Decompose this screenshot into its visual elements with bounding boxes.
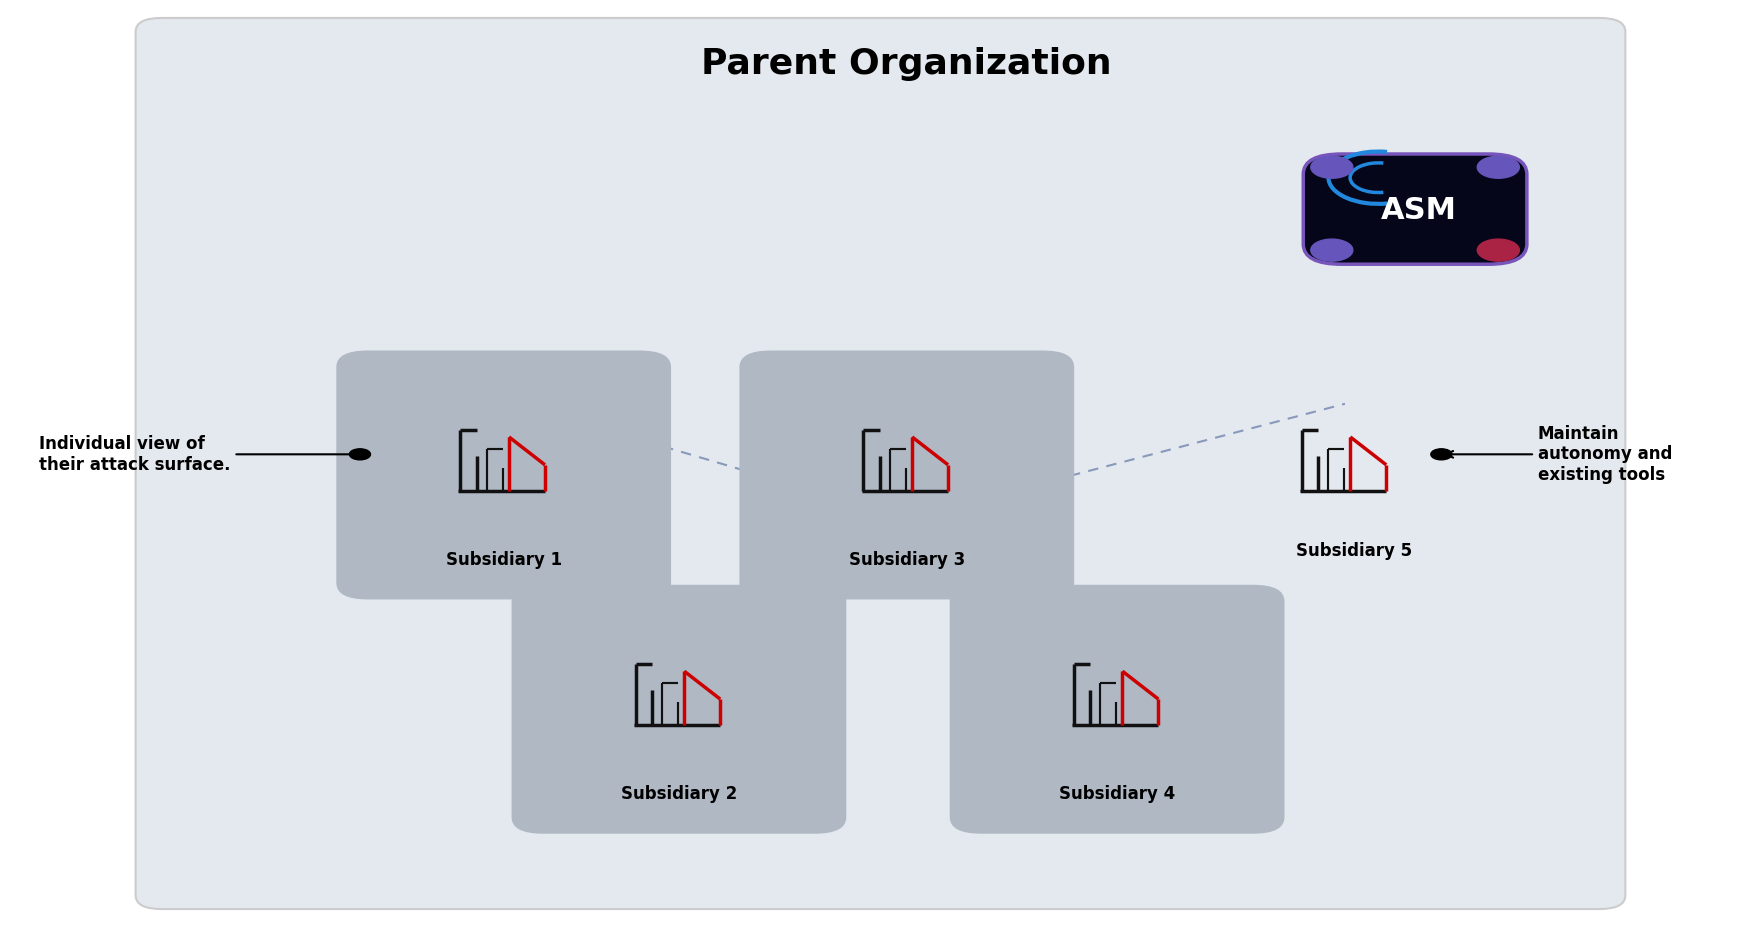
Circle shape	[1477, 157, 1520, 178]
Circle shape	[1310, 157, 1352, 178]
Text: Subsidiary 1: Subsidiary 1	[446, 551, 562, 569]
Text: Parent Organization: Parent Organization	[701, 47, 1113, 81]
FancyBboxPatch shape	[136, 18, 1625, 909]
Text: Subsidiary 4: Subsidiary 4	[1058, 785, 1175, 803]
Circle shape	[1432, 449, 1451, 460]
FancyBboxPatch shape	[949, 585, 1284, 833]
Text: Subsidiary 2: Subsidiary 2	[622, 785, 738, 803]
Circle shape	[1310, 239, 1352, 261]
Text: Individual view of
their attack surface.: Individual view of their attack surface.	[39, 435, 357, 474]
FancyBboxPatch shape	[1303, 154, 1527, 264]
FancyBboxPatch shape	[511, 585, 847, 833]
Text: Subsidiary 5: Subsidiary 5	[1296, 541, 1412, 560]
FancyBboxPatch shape	[336, 350, 671, 600]
Text: Subsidiary 3: Subsidiary 3	[849, 551, 965, 569]
Circle shape	[349, 449, 370, 460]
Text: Maintain
autonomy and
existing tools: Maintain autonomy and existing tools	[1446, 425, 1673, 484]
FancyBboxPatch shape	[740, 350, 1074, 600]
Circle shape	[1477, 239, 1520, 261]
Text: ASM: ASM	[1381, 197, 1456, 225]
